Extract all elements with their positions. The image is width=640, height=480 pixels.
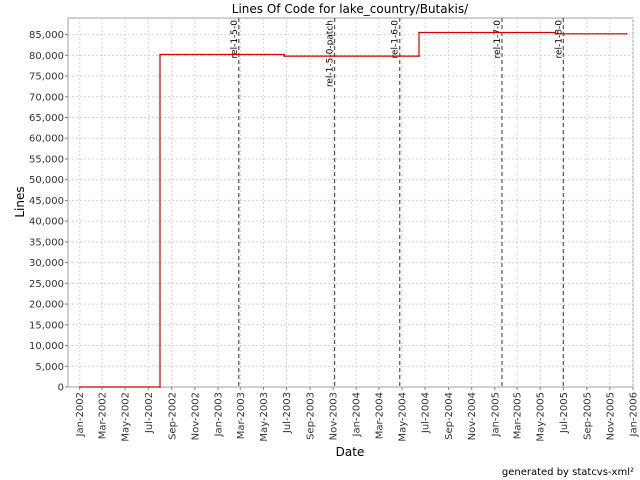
x-axis-ticks: Jan-2002 Mar-2002 May-2002 Jul-2002 Sep-2002… (75, 387, 640, 442)
x-tick-label: May-2002 (121, 392, 132, 442)
x-tick-label: Mar-2005 (513, 392, 524, 439)
y-tick-label: 55,000 (29, 154, 64, 165)
loc-data-point (418, 31, 420, 34)
loc-data-point (283, 55, 286, 57)
x-tick-label: Mar-2004 (374, 392, 385, 439)
loc-data-point (554, 31, 557, 34)
y-tick-label: 50,000 (29, 175, 64, 186)
loc-data-point (418, 55, 420, 57)
y-tick-label: 75,000 (29, 72, 64, 83)
x-tick-label: Nov-2004 (467, 392, 478, 440)
x-tick-label: Sep-2005 (582, 392, 593, 440)
loc-data-point (283, 53, 286, 56)
y-axis-ticks: 0 5,000 10,000 15,000 20,000 25,000 30,000 35,0… (29, 30, 68, 394)
x-tick-label: Jan-2002 (75, 392, 86, 437)
release-marker-label: rel-1-7-0 (493, 20, 503, 59)
release-marker-label: rel-1-5-0-patch (326, 20, 336, 87)
x-tick-label: Jul-2003 (282, 392, 293, 434)
x-tick-label: Mar-2003 (236, 392, 247, 439)
y-tick-label: 0 (58, 383, 64, 394)
x-tick-label: Jan-2004 (352, 392, 363, 437)
x-tick-label: Nov-2002 (190, 392, 201, 440)
y-tick-label: 10,000 (29, 341, 64, 352)
plot-area (67, 17, 634, 388)
x-tick-label: Sep-2002 (167, 392, 178, 440)
y-tick-label: 15,000 (29, 320, 64, 331)
x-tick-label: Jul-2002 (144, 392, 155, 434)
x-tick-label: Nov-2003 (329, 392, 340, 440)
x-tick-label: Mar-2002 (98, 392, 109, 439)
y-tick-label: 20,000 (29, 300, 64, 311)
grid (68, 18, 634, 387)
x-tick-label: Sep-2004 (444, 392, 455, 440)
loc-data-point (159, 386, 161, 388)
x-tick-label: Sep-2003 (305, 392, 316, 440)
y-tick-label: 25,000 (29, 279, 64, 290)
x-tick-label: May-2004 (398, 392, 409, 442)
series-layer (78, 31, 628, 388)
x-tick-label: Jan-2005 (490, 392, 501, 437)
y-tick-label: 70,000 (29, 92, 64, 103)
y-tick-label: 30,000 (29, 258, 64, 269)
y-tick-label: 35,000 (29, 237, 64, 248)
release-marker-label: rel-1-6-0 (391, 20, 401, 59)
x-tick-label: Jul-2004 (421, 392, 432, 434)
y-tick-label: 65,000 (29, 113, 64, 124)
release-markers: rel-1-5-0 rel-1-5-0-patch rel-1-6-0 rel-1-7… (230, 18, 564, 387)
generator-credit: generated by statcvs-xml² (502, 467, 634, 478)
loc-data-point (625, 33, 628, 35)
x-tick-label: Nov-2005 (605, 392, 616, 440)
y-tick-label: 45,000 (29, 196, 64, 207)
x-tick-label: Jul-2005 (559, 392, 570, 434)
x-axis-label: Date (336, 445, 365, 459)
chart-title: Lines Of Code for lake_country/Butakis/ (232, 2, 469, 16)
x-tick-label: Jan-2003 (213, 392, 224, 437)
loc-data-point (159, 53, 161, 56)
release-marker-label: rel-1-8-0 (554, 20, 564, 59)
y-tick-label: 40,000 (29, 217, 64, 228)
y-tick-label: 85,000 (29, 30, 64, 41)
y-tick-label: 5,000 (35, 362, 64, 373)
x-tick-label: May-2005 (536, 392, 547, 442)
x-tick-label: May-2003 (259, 392, 270, 442)
release-marker-label: rel-1-5-0 (230, 20, 240, 59)
y-tick-label: 60,000 (29, 134, 64, 145)
y-axis-label: Lines (13, 186, 27, 217)
x-tick-label: Jan-2006 (629, 392, 640, 437)
y-tick-label: 80,000 (29, 51, 64, 62)
loc-data-point (554, 33, 557, 35)
